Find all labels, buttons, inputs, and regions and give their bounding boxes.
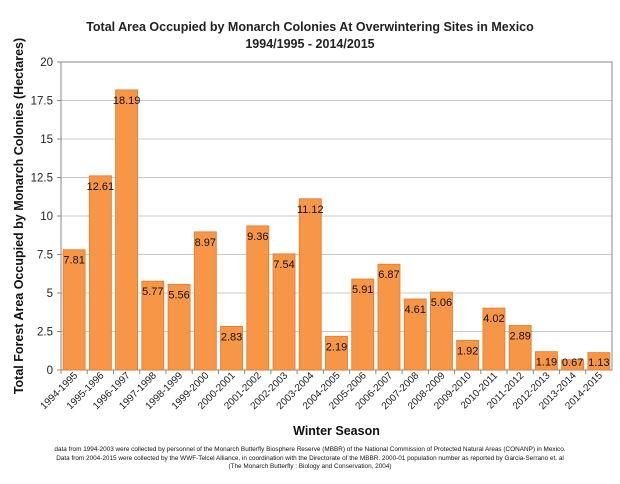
data-label: 2.19: [326, 341, 347, 353]
bar: [430, 291, 453, 371]
data-label: 6.87: [378, 269, 399, 281]
bar: [561, 359, 585, 371]
data-label: 1.19: [536, 357, 557, 369]
bar: [377, 263, 401, 371]
bar: [193, 231, 217, 371]
y-tick-label: 0: [47, 365, 53, 377]
bar: [534, 351, 558, 371]
bar: [62, 249, 86, 371]
data-label: 18.19: [113, 95, 141, 107]
note-line-3: (The Monarch Butterfly : Biology and Con…: [228, 463, 392, 470]
y-tick-label: 5: [47, 288, 53, 300]
y-tick-label: 2.5: [37, 327, 53, 339]
data-label: 9.36: [247, 231, 268, 243]
bar: [220, 326, 243, 371]
y-axis-label: Total Forest Area Occupied by Monarch Co…: [12, 38, 26, 394]
y-tick-label: 7.5: [37, 250, 53, 262]
data-label: 2.83: [221, 331, 242, 343]
data-label: 7.81: [63, 255, 84, 267]
data-label: 5.56: [168, 289, 189, 301]
y-tick-label: 12.5: [31, 173, 53, 185]
data-label: 11.12: [297, 204, 324, 216]
y-tick-label: 17.5: [31, 96, 53, 108]
data-label: 5.06: [431, 297, 452, 309]
bar: [246, 225, 270, 371]
chart-title: Total Area Occupied by Monarch Colonies …: [86, 20, 534, 34]
data-label: 12.61: [87, 181, 115, 193]
data-label: 2.89: [509, 330, 530, 342]
bar: [351, 278, 375, 371]
bar: [167, 283, 191, 371]
bar: [403, 298, 427, 371]
bar: [482, 307, 506, 371]
data-label: 5.77: [142, 286, 163, 298]
x-axis-label: Winter Season: [293, 424, 380, 438]
bar: [88, 175, 112, 371]
data-label: 1.92: [457, 345, 478, 357]
bar: [325, 335, 348, 371]
data-label: 0.67: [562, 357, 583, 369]
y-tick-label: 15: [40, 134, 53, 146]
chart-subtitle: 1994/1995 - 2014/2015: [245, 37, 375, 51]
bar: [115, 89, 139, 371]
bar: [141, 280, 165, 371]
bar: [587, 352, 611, 371]
note-line-1: data from 1994-2003 were collected by pe…: [54, 446, 566, 453]
data-label: 8.97: [195, 237, 216, 249]
note-line-2: Data from 2004-2015 were collected by th…: [56, 454, 564, 462]
bar: [272, 253, 296, 371]
data-label: 7.54: [273, 259, 294, 271]
data-label: 4.61: [405, 304, 426, 316]
data-label: 5.91: [352, 284, 373, 296]
bar: [298, 198, 322, 371]
y-tick-label: 20: [40, 57, 53, 69]
data-label: 1.13: [588, 357, 609, 369]
data-label: 4.02: [483, 313, 504, 325]
bar: [508, 325, 532, 371]
bar: [456, 340, 480, 371]
y-tick-label: 10: [40, 211, 53, 223]
